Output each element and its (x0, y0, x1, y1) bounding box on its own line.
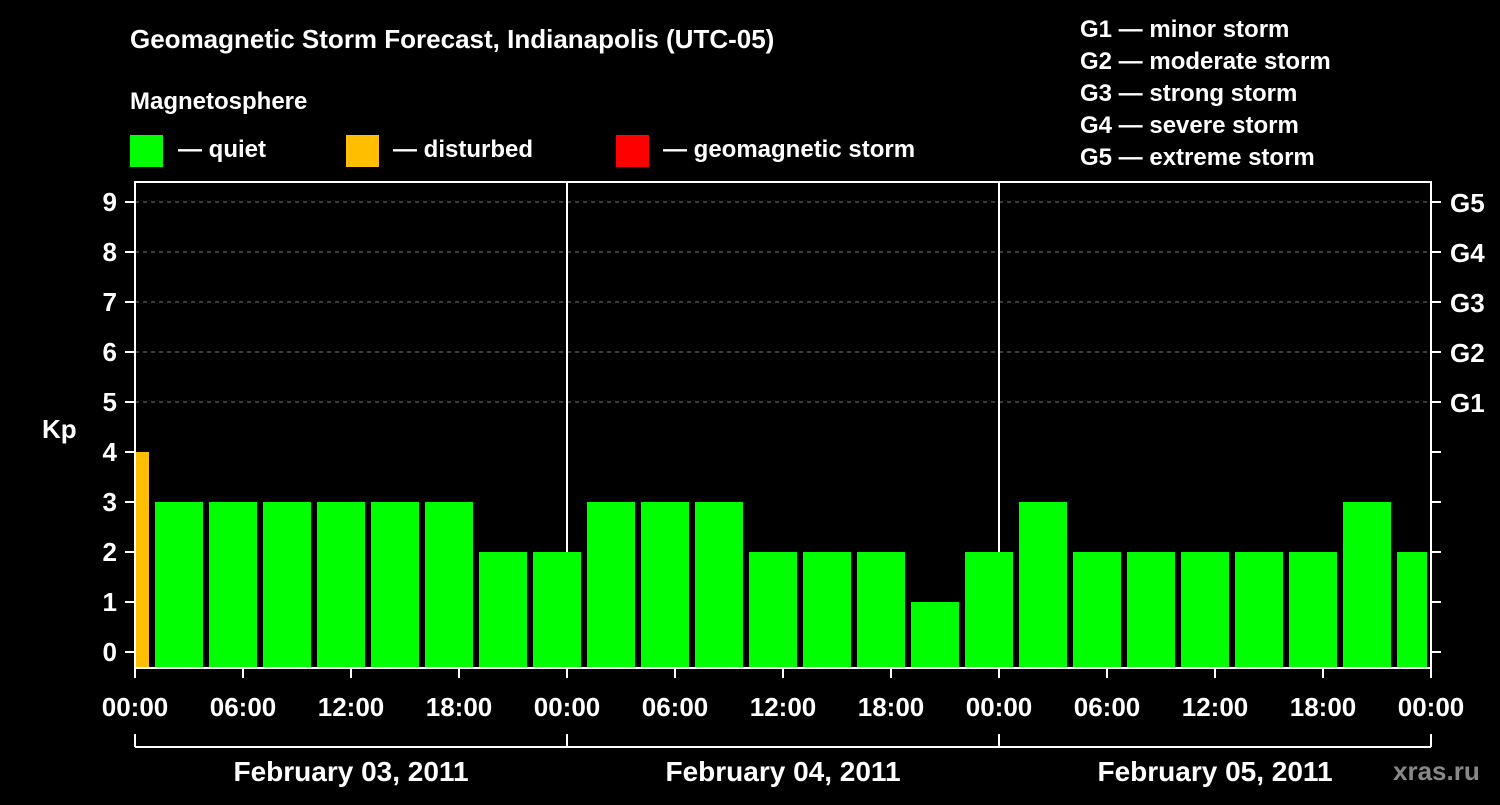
legend-swatch-disturbed (346, 135, 379, 167)
bar (371, 502, 419, 667)
grid-lines (135, 182, 1431, 668)
legend-swatch-quiet (130, 135, 163, 167)
g-level-label: G4 (1450, 238, 1485, 268)
y-tick-label: 0 (103, 637, 117, 667)
bar (1397, 552, 1427, 667)
scale-g4: G4 — severe storm (1080, 112, 1299, 139)
bar (587, 502, 635, 667)
bar (857, 552, 905, 667)
scale-g3: G3 — strong storm (1080, 80, 1297, 107)
y-tick-label: 9 (103, 187, 117, 217)
bar (533, 552, 581, 667)
scale-g2: G2 — moderate storm (1080, 48, 1331, 75)
date-axis: February 03, 2011 February 04, 2011 Februa… (134, 734, 1432, 787)
legend-label-disturbed: — disturbed (393, 136, 533, 163)
y-tick-label: 1 (103, 587, 117, 617)
bar (209, 502, 257, 667)
y-tick-label: 4 (103, 437, 118, 467)
legend-label-quiet: — quiet (178, 136, 266, 163)
y-tick-label: 8 (103, 237, 117, 267)
y-axis-label: Kp (42, 414, 77, 444)
bar (1073, 552, 1121, 667)
x-tick-label: 18:00 (858, 692, 925, 722)
legend-swatch-storm (616, 135, 649, 167)
g-level-label: G3 (1450, 288, 1485, 318)
bar (425, 502, 473, 667)
tick-labels: 0 1 2 3 4 5 6 7 8 9 G1 G2 G3 G4 G5 00:00 06:00 12:00 18:00… (102, 187, 1485, 722)
date-label: February 05, 2011 (1097, 756, 1332, 787)
x-tick-label: 12:00 (318, 692, 385, 722)
bar (263, 502, 311, 667)
x-tick-label: 00:00 (102, 692, 169, 722)
bar (965, 552, 1013, 667)
x-tick-label: 06:00 (642, 692, 709, 722)
x-tick-label: 00:00 (1398, 692, 1465, 722)
x-tick-label: 12:00 (750, 692, 817, 722)
bar (317, 502, 365, 667)
bar (803, 552, 851, 667)
bar (479, 552, 527, 667)
x-tick-label: 18:00 (1290, 692, 1357, 722)
g-level-label: G5 (1450, 188, 1485, 218)
bar-series (136, 452, 1427, 667)
bar (1289, 552, 1337, 667)
x-tick-label: 00:00 (966, 692, 1033, 722)
x-tick-label: 12:00 (1182, 692, 1249, 722)
bar (641, 502, 689, 667)
y-tick-label: 2 (103, 537, 117, 567)
x-tick-label: 00:00 (534, 692, 601, 722)
date-label: February 04, 2011 (665, 756, 900, 787)
bar (155, 502, 203, 667)
chart-title: Geomagnetic Storm Forecast, Indianapolis… (130, 24, 774, 54)
axes (125, 181, 1441, 678)
date-label: February 03, 2011 (233, 756, 468, 787)
scale-g1: G1 — minor storm (1080, 16, 1289, 43)
g-level-label: G2 (1450, 338, 1485, 368)
bar (1127, 552, 1175, 667)
y-tick-label: 6 (103, 337, 117, 367)
scale-g5: G5 — extreme storm (1080, 144, 1315, 171)
g-level-label: G1 (1450, 388, 1485, 418)
bar (695, 502, 743, 667)
credit-label: xras.ru (1393, 756, 1480, 786)
magnetosphere-label: Magnetosphere (130, 88, 307, 115)
bar (749, 552, 797, 667)
bar (911, 602, 959, 667)
bar (1019, 502, 1067, 667)
y-tick-label: 3 (103, 487, 117, 517)
bar (136, 452, 149, 667)
y-tick-label: 7 (103, 287, 117, 317)
x-tick-label: 06:00 (1074, 692, 1141, 722)
bar (1181, 552, 1229, 667)
y-tick-label: 5 (103, 387, 117, 417)
bar (1235, 552, 1283, 667)
bar (1343, 502, 1391, 667)
x-tick-label: 18:00 (426, 692, 493, 722)
x-tick-label: 06:00 (210, 692, 277, 722)
legend-label-storm: — geomagnetic storm (663, 136, 915, 163)
